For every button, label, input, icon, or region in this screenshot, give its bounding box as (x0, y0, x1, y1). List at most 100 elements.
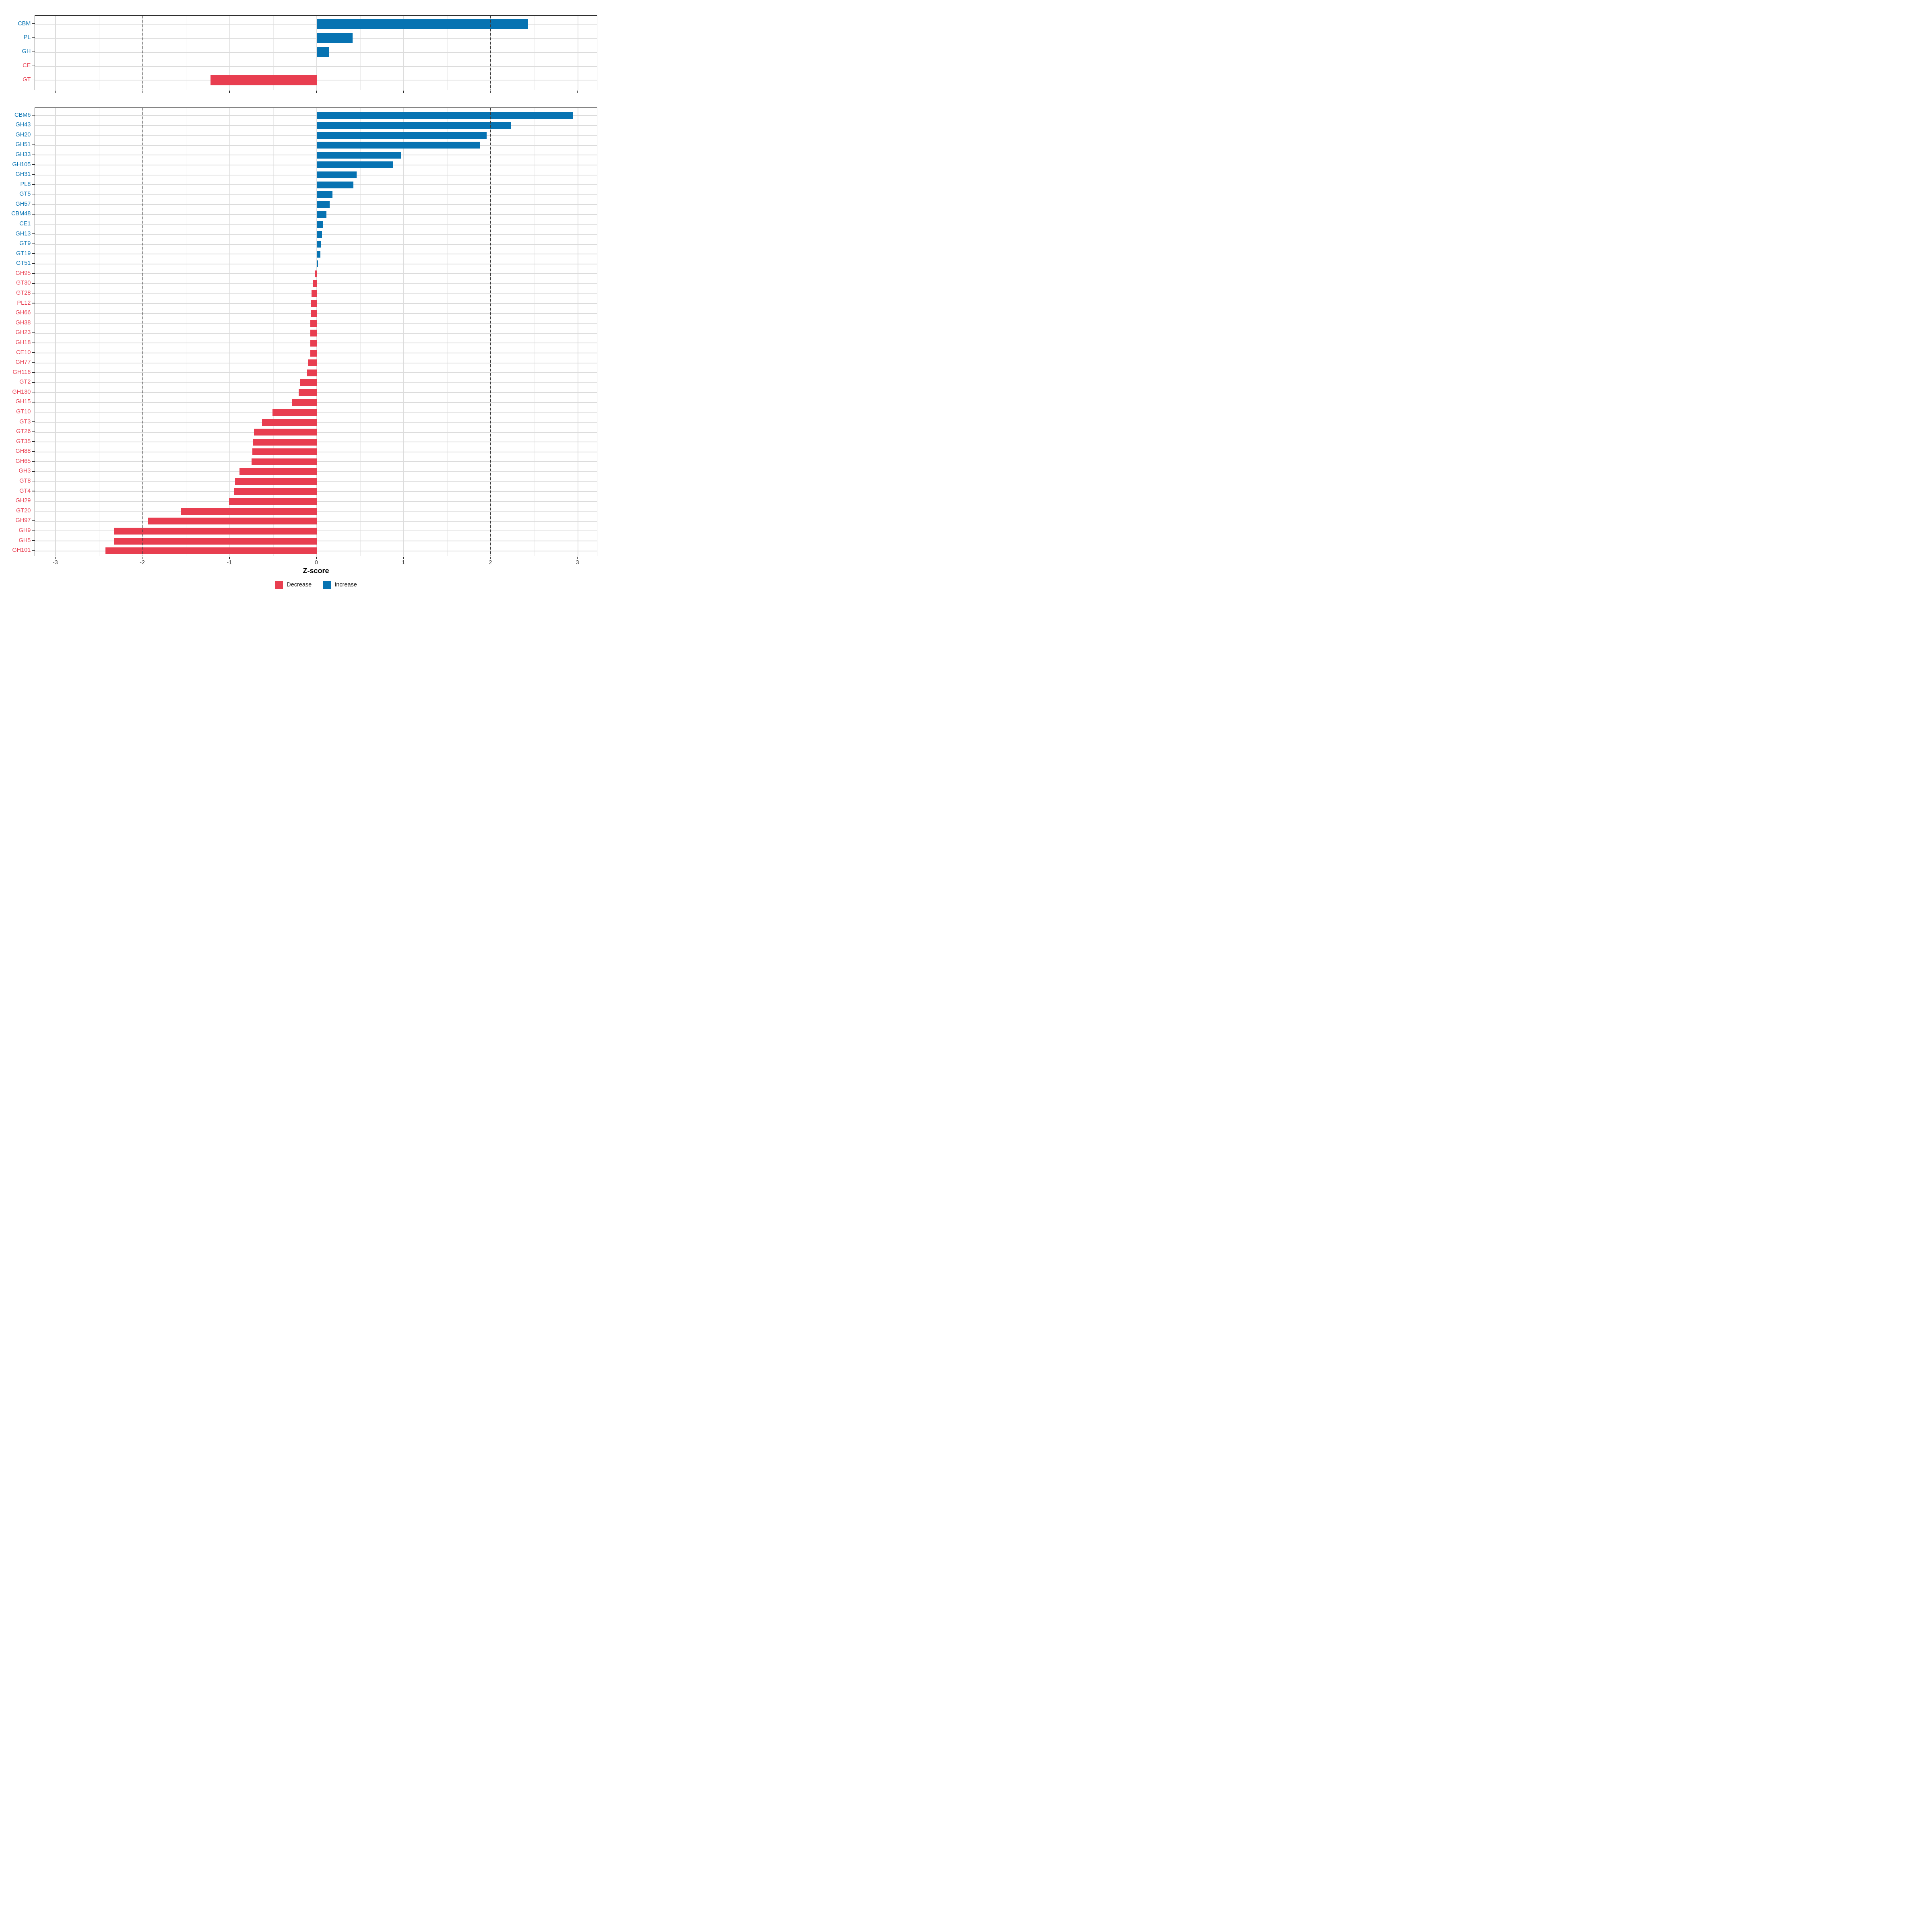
y-tick (32, 520, 35, 521)
grid-minor-vline (186, 108, 187, 556)
grid-hline (35, 214, 597, 215)
panel-family-level (35, 107, 598, 557)
y-axis-label-GT10: GT10 (16, 409, 31, 415)
grid-hline (35, 194, 597, 195)
grid-minor-vline (186, 15, 187, 90)
y-axis-label-GH130: GH130 (12, 388, 31, 395)
bar-GH43 (316, 122, 511, 129)
y-axis-label-GH20: GH20 (15, 131, 31, 138)
bar-GH65 (251, 458, 317, 465)
bar-GT35 (253, 438, 317, 446)
bar-GH38 (310, 320, 317, 327)
y-axis-label-GH51: GH51 (15, 141, 31, 148)
y-tick (32, 332, 35, 333)
y-tick (32, 550, 35, 551)
grid-hline (35, 135, 597, 136)
y-axis-label-GH3: GH3 (19, 468, 31, 475)
y-axis-label-GH23: GH23 (15, 329, 31, 336)
grid-hline (35, 52, 597, 53)
bar-GH18 (310, 339, 317, 347)
y-tick (32, 421, 35, 422)
y-axis-label-GT3: GT3 (19, 418, 31, 425)
legend-swatch-increase (323, 581, 331, 589)
x-tick-label: -1 (227, 559, 232, 566)
bar-GT (211, 75, 317, 85)
bar-PL8 (316, 181, 353, 188)
y-tick (32, 273, 35, 274)
y-tick (32, 293, 35, 294)
bar-GH57 (316, 201, 330, 208)
bar-GT9 (316, 241, 321, 248)
cazyme-zscore-figure: Z-score Decrease Increase CBM PL GH CE GT CBM… (0, 0, 604, 604)
y-axis-label-GH5: GH5 (19, 537, 31, 544)
y-axis-label-GT30: GT30 (16, 280, 31, 287)
y-axis-label-GH18: GH18 (15, 339, 31, 346)
y-axis-label-CE: CE (23, 62, 31, 69)
y-tick (32, 500, 35, 502)
x-tick (403, 90, 404, 93)
grid-minor-vline (273, 108, 274, 556)
y-axis-label-CBM: CBM (18, 20, 31, 27)
x-tick (229, 90, 230, 93)
grid-minor-vline (360, 15, 361, 90)
y-tick (32, 37, 35, 38)
bar-GT20 (181, 508, 317, 515)
y-tick (32, 184, 35, 185)
bar-GH23 (310, 330, 317, 337)
y-axis-label-GH105: GH105 (12, 161, 31, 168)
grid-major-vline (229, 15, 230, 90)
bar-GH116 (307, 369, 317, 376)
x-tick-label: 1 (402, 559, 405, 566)
bar-GH130 (298, 389, 317, 396)
bar-GH77 (308, 359, 317, 367)
y-axis-label-GT26: GT26 (16, 428, 31, 435)
grid-minor-vline (99, 15, 100, 90)
y-axis-label-GH: GH (22, 48, 31, 55)
y-axis-label-PL: PL (23, 34, 31, 41)
bar-GT30 (313, 280, 317, 287)
y-tick (32, 411, 35, 413)
y-tick (32, 194, 35, 195)
bar-GH31 (316, 171, 357, 179)
y-axis-label-GH29: GH29 (15, 497, 31, 504)
grid-hline (35, 244, 597, 245)
y-tick (32, 223, 35, 225)
bar-GT51 (316, 260, 318, 268)
y-axis-label-GH31: GH31 (15, 171, 31, 178)
y-tick (32, 23, 35, 24)
y-axis-label-GH9: GH9 (19, 527, 31, 534)
y-tick (32, 253, 35, 254)
y-tick (32, 540, 35, 541)
x-tick (55, 90, 56, 93)
y-axis-label-CBM6: CBM6 (14, 111, 31, 118)
legend-label-decrease: Decrease (287, 582, 312, 588)
grid-major-vline (55, 108, 56, 556)
grid-hline (35, 66, 597, 67)
y-axis-label-GH38: GH38 (15, 319, 31, 326)
x-tick (490, 90, 491, 93)
grid-hline (35, 144, 597, 146)
y-tick (32, 372, 35, 373)
y-axis-label-CE10: CE10 (16, 349, 31, 356)
legend: Decrease Increase (35, 581, 597, 589)
grid-minor-vline (534, 108, 535, 556)
bar-GH15 (292, 399, 317, 406)
bar-GT28 (312, 290, 317, 297)
y-axis-label-GH13: GH13 (15, 230, 31, 237)
y-axis-label-CE1: CE1 (19, 220, 31, 227)
bar-GT4 (234, 488, 317, 495)
y-tick (32, 352, 35, 353)
y-tick (32, 214, 35, 215)
x-tick-label: 3 (576, 559, 579, 566)
x-tick (55, 557, 56, 559)
bar-GH95 (314, 270, 317, 277)
bar-GH33 (316, 151, 401, 159)
bar-GT2 (300, 379, 317, 386)
bar-GT26 (254, 429, 317, 436)
x-tick (142, 90, 143, 93)
bar-GH29 (229, 498, 317, 505)
grid-major-vline (403, 15, 405, 90)
y-tick (32, 431, 35, 432)
y-axis-label-PL8: PL8 (20, 181, 31, 188)
grid-hline (35, 224, 597, 225)
